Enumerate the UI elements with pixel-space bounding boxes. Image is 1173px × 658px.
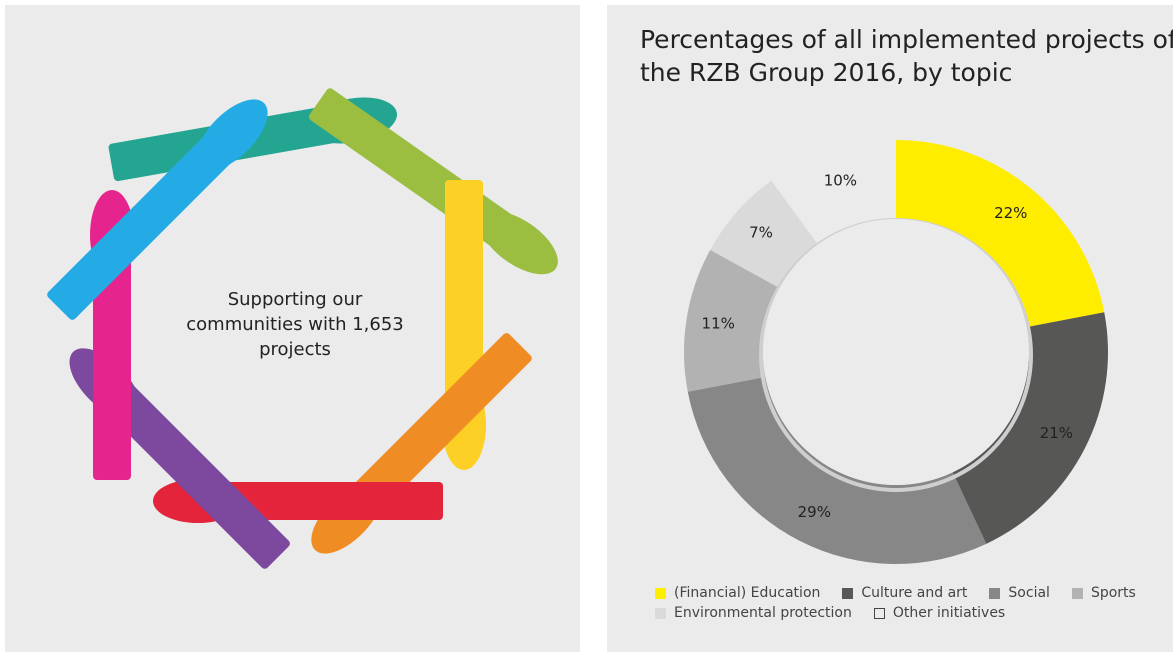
data-label: 22%	[994, 204, 1027, 222]
chart-panel: 22% 21% 29% 11% 7% 10% Percentages of all imp…	[607, 5, 1173, 652]
data-label: 11%	[702, 314, 735, 332]
legend-label: Other initiatives	[892, 605, 1006, 621]
legend-label: Culture and art	[861, 585, 968, 601]
legend-item: Sports	[1071, 585, 1136, 601]
legend-label: Social	[1008, 585, 1050, 601]
donut-hole	[763, 219, 1029, 485]
legend-item: (Financial) Education	[655, 585, 820, 601]
legend-swatch	[655, 587, 666, 599]
donut-segment	[687, 376, 987, 565]
legend-label: (Financial) Education	[674, 585, 821, 601]
hands-illustration	[47, 88, 558, 569]
legend-item: Environmental protection	[655, 605, 852, 621]
center-text: Supporting our communities with 1,653 pr…	[186, 289, 404, 360]
legend-swatch	[989, 587, 1001, 599]
legend-swatch	[655, 607, 666, 619]
data-label: 7%	[749, 223, 773, 241]
donut-segment	[684, 249, 780, 392]
illustration-panel: Supporting our communities with 1,653 pr…	[5, 5, 580, 652]
legend-item: Culture and art	[842, 585, 967, 601]
legend-swatch	[1071, 587, 1083, 599]
data-label: 29%	[798, 503, 831, 521]
donut-chart: 22% 21% 29% 11% 7% 10%	[684, 140, 1108, 565]
legend-swatch	[873, 607, 885, 619]
legend-item: Other initiatives	[873, 605, 1006, 621]
donut-segment	[710, 180, 818, 288]
legend-swatch	[842, 587, 854, 599]
legend: (Financial) Education Culture and art Soci…	[655, 585, 1173, 621]
legend-label: Sports	[1090, 585, 1136, 601]
chart-title: Percentages of all implemented projects …	[640, 25, 1173, 87]
legend-item: Social	[989, 585, 1050, 601]
donut-segment	[952, 312, 1108, 544]
data-label: 21%	[1040, 424, 1073, 442]
data-label: 10%	[824, 171, 857, 189]
donut-segment	[771, 140, 896, 245]
donut-segment	[896, 140, 1105, 328]
legend-label: Environmental protection	[674, 605, 852, 621]
